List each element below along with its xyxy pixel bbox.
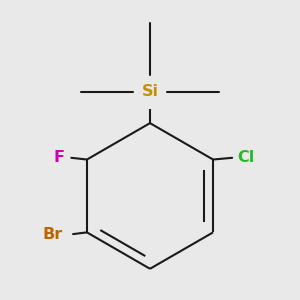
- Text: F: F: [54, 150, 65, 165]
- Text: Cl: Cl: [237, 150, 255, 165]
- Text: Si: Si: [142, 84, 158, 99]
- Text: Br: Br: [42, 226, 62, 242]
